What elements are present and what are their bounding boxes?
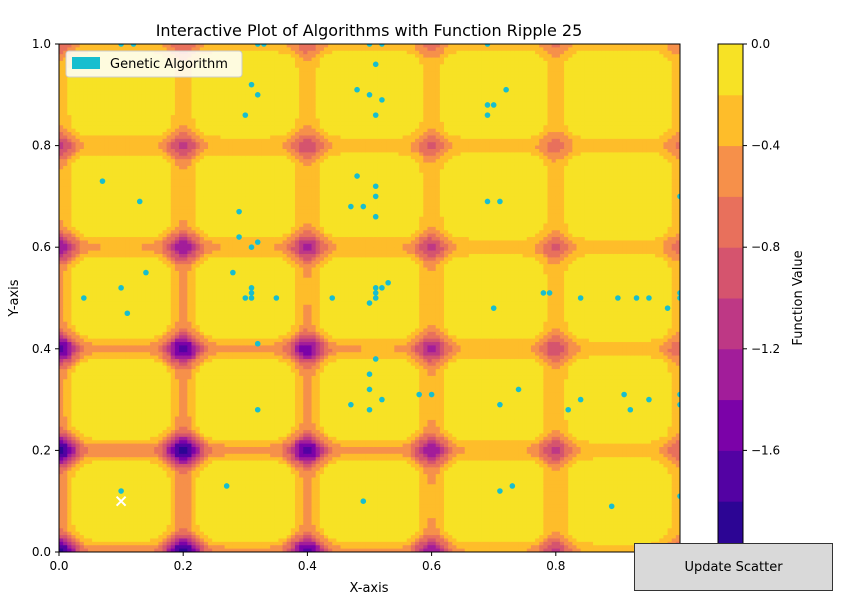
contour-background <box>59 44 681 553</box>
chart-title: Interactive Plot of Algorithms with Func… <box>156 21 583 40</box>
